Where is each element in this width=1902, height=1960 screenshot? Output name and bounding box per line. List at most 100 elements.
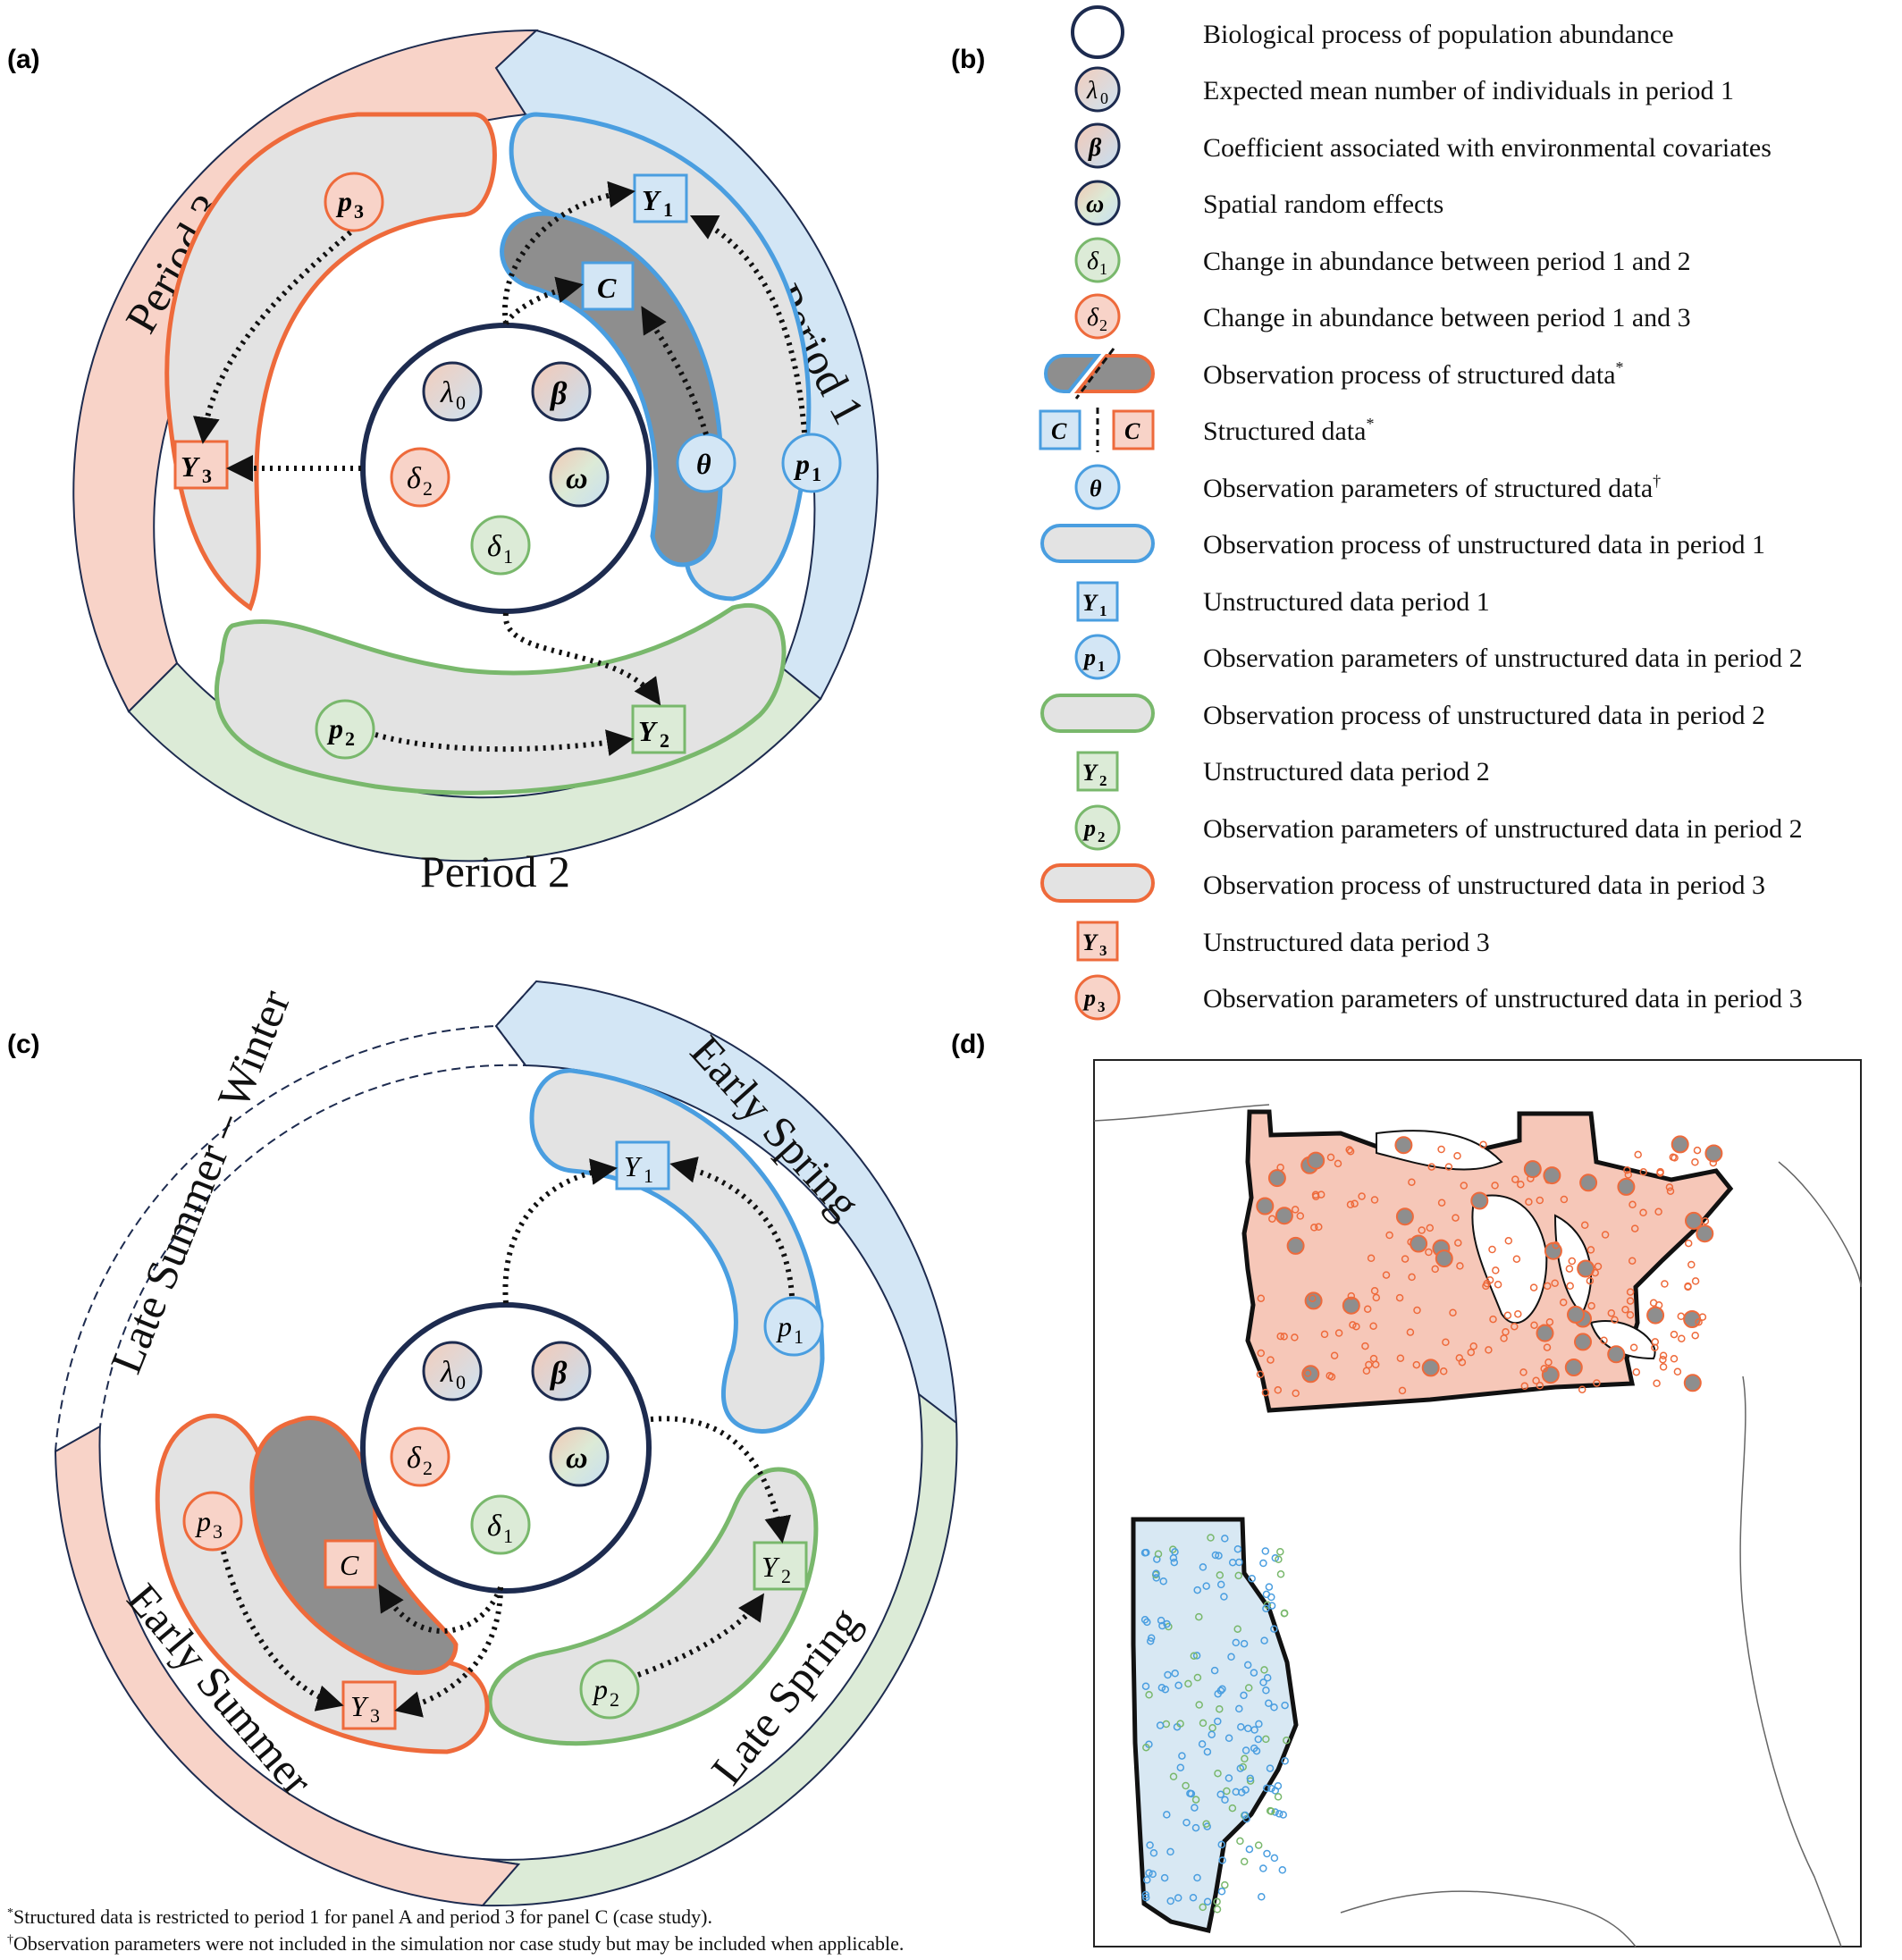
- survey-point: [1666, 1187, 1675, 1195]
- survey-point: [1552, 1241, 1561, 1249]
- survey-point: [1489, 1315, 1497, 1324]
- survey-point: [1684, 1239, 1693, 1248]
- survey-point: [1265, 1583, 1274, 1591]
- survey-point: [1276, 1547, 1284, 1556]
- svg-text:2: 2: [1099, 316, 1107, 334]
- svg-text:p: p: [592, 1673, 608, 1705]
- svg-text:1: 1: [794, 1325, 804, 1348]
- legend-icon-omega: ω: [1074, 180, 1121, 226]
- survey-point: [1624, 1171, 1633, 1179]
- survey-point: [1257, 1294, 1266, 1302]
- survey-point: [1141, 1682, 1150, 1690]
- survey-point: [1213, 1897, 1221, 1905]
- survey-point: [1634, 1150, 1642, 1159]
- survey-point: [1254, 1735, 1263, 1744]
- survey-point: [1661, 1280, 1669, 1288]
- survey-point: [1281, 1701, 1289, 1710]
- legend-text-p1: Observation parameters of unstructured d…: [1203, 644, 1803, 673]
- legend-icon-obs-struct: [1044, 348, 1155, 400]
- obs-process-late-spring: [487, 1467, 819, 1746]
- survey-point: [1580, 1221, 1589, 1230]
- period2-label: Period 2: [420, 846, 570, 896]
- svg-text:1: 1: [503, 1525, 513, 1547]
- survey-point: [1263, 1601, 1272, 1609]
- survey-point: [1326, 1153, 1335, 1162]
- survey-point: [1695, 1317, 1703, 1326]
- survey-point: [1260, 1666, 1268, 1674]
- survey-point: [1685, 1211, 1703, 1230]
- survey-point: [1241, 1754, 1249, 1763]
- survey-point: [1291, 1333, 1299, 1342]
- survey-point: [1142, 1743, 1150, 1752]
- legend-text-delta1: Change in abundance between period 1 and…: [1203, 247, 1691, 276]
- survey-point: [1577, 1259, 1595, 1278]
- survey-point: [1191, 1823, 1200, 1832]
- survey-point: [1281, 1757, 1289, 1765]
- panel-a-label: (a): [7, 45, 40, 74]
- survey-point: [1673, 1367, 1682, 1376]
- survey-point: [1564, 1359, 1583, 1376]
- svg-text:β: β: [549, 375, 568, 411]
- survey-point: [1193, 1586, 1201, 1594]
- survey-point: [1607, 1345, 1626, 1364]
- survey-point: [1157, 1683, 1166, 1692]
- survey-point: [1568, 1257, 1577, 1266]
- c-box-c: C: [324, 1539, 377, 1589]
- svg-text:3: 3: [370, 1704, 380, 1727]
- survey-point: [1291, 1206, 1300, 1214]
- survey-point: [1266, 1764, 1275, 1772]
- survey-point: [1235, 1704, 1243, 1713]
- svg-text:2: 2: [660, 729, 669, 752]
- survey-point: [1632, 1367, 1641, 1376]
- survey-point: [1334, 1159, 1342, 1168]
- survey-point: [1504, 1237, 1513, 1245]
- survey-point: [1262, 1590, 1271, 1599]
- survey-point: [1523, 1160, 1542, 1179]
- survey-point: [1408, 1178, 1416, 1186]
- panel-d-label: (d): [951, 1030, 985, 1059]
- survey-point: [1280, 1609, 1289, 1618]
- legend-text-p2: Observation parameters of unstructured d…: [1203, 814, 1803, 844]
- survey-point: [1427, 1163, 1435, 1171]
- svg-text:1: 1: [503, 545, 513, 568]
- svg-text:0: 0: [1100, 89, 1108, 107]
- survey-point: [1345, 1146, 1353, 1154]
- survey-point: [1211, 1551, 1220, 1560]
- survey-point: [1683, 1374, 1702, 1392]
- svg-text:Y: Y: [181, 450, 200, 483]
- survey-point: [1267, 1169, 1286, 1188]
- survey-point: [1693, 1146, 1702, 1155]
- survey-point: [1199, 1903, 1207, 1912]
- survey-point: [1217, 1840, 1225, 1849]
- survey-point: [1184, 1679, 1192, 1688]
- survey-point: [1656, 1169, 1664, 1177]
- survey-point: [1369, 1322, 1377, 1330]
- survey-point: [1237, 1722, 1245, 1731]
- legend-text-y1: Unstructured data period 1: [1203, 587, 1490, 617]
- survey-point: [1485, 1275, 1494, 1284]
- survey-point: [1178, 1752, 1186, 1760]
- footnote-observation: †Observation parameters were not include…: [7, 1932, 904, 1955]
- survey-point: [1398, 1386, 1407, 1395]
- survey-point: [1275, 1207, 1293, 1225]
- legend-icon-obs1: [1040, 524, 1155, 563]
- survey-point: [1163, 1619, 1171, 1628]
- survey-point: [1174, 1894, 1182, 1902]
- svg-text:C: C: [597, 272, 617, 304]
- survey-point: [1246, 1774, 1255, 1783]
- survey-point: [1191, 1804, 1199, 1812]
- panel-d-map: (d): [951, 1030, 1862, 1947]
- survey-point: [1365, 1360, 1373, 1369]
- survey-point: [1256, 1370, 1265, 1379]
- legend-text-lambda: Expected mean number of individuals in p…: [1203, 76, 1734, 105]
- survey-point: [1142, 1548, 1150, 1557]
- survey-point: [1250, 1726, 1258, 1734]
- survey-point: [1267, 1356, 1275, 1364]
